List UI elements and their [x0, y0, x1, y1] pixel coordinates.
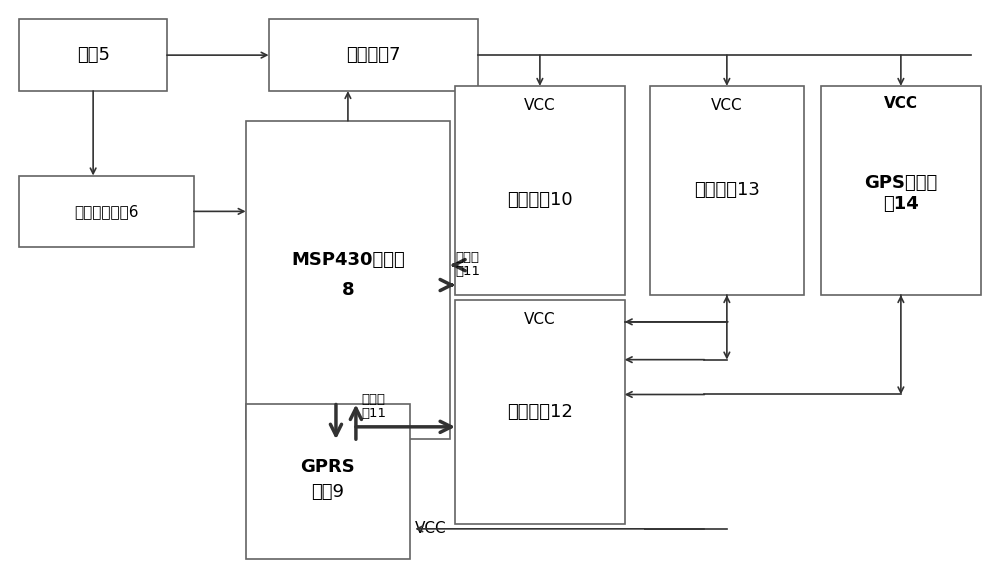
Text: VCC: VCC: [884, 96, 918, 111]
Text: 电压转换电路6: 电压转换电路6: [74, 204, 139, 219]
Text: 8: 8: [342, 281, 354, 299]
Bar: [269, 19, 478, 91]
Text: 电源5: 电源5: [77, 46, 110, 64]
Bar: [821, 86, 981, 295]
Text: MSP430单片机: MSP430单片机: [291, 251, 405, 269]
Text: 采集单元13: 采集单元13: [694, 181, 760, 200]
Text: 开关电路7: 开关电路7: [346, 46, 401, 64]
Text: 北斗模块10: 北斗模块10: [507, 192, 573, 210]
Text: VCC: VCC: [415, 521, 447, 536]
Text: GPS定位单: GPS定位单: [864, 174, 938, 192]
Text: 元14: 元14: [883, 195, 919, 214]
Text: 关11: 关11: [361, 408, 386, 420]
Text: 主控单元12: 主控单元12: [507, 403, 573, 421]
Text: 模拟开: 模拟开: [361, 394, 385, 406]
Text: 模块9: 模块9: [311, 482, 344, 500]
Text: 关11: 关11: [455, 265, 480, 277]
Bar: [19, 19, 167, 91]
Text: VCC: VCC: [711, 98, 743, 113]
Bar: [246, 405, 410, 559]
Bar: [455, 86, 625, 295]
Text: VCC: VCC: [524, 98, 556, 113]
Bar: [246, 121, 450, 439]
Text: 模拟开: 模拟开: [455, 251, 479, 263]
Bar: [650, 86, 804, 295]
Text: VCC: VCC: [524, 312, 556, 327]
Bar: [455, 300, 625, 524]
Bar: [19, 175, 194, 247]
Text: GPRS: GPRS: [301, 457, 355, 475]
